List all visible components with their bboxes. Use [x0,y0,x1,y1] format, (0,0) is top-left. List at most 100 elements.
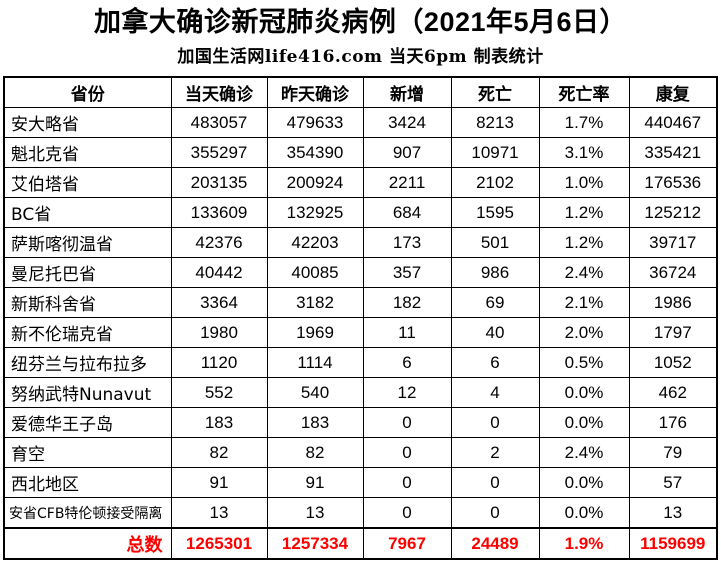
value-cell: 10971 [450,137,540,168]
province-cell: BC省 [3,197,172,228]
covid-stats-table: 省份 当天确诊 昨天确诊 新增 死亡 死亡率 康复 安大略省 483057 479633 3424… [3,76,718,560]
table-row: 安大略省 483057 479633 3424 8213 1.7% 440467 [3,107,718,138]
value-cell: 479633 [266,107,364,138]
page-title: 加拿大确诊新冠肺炎病例（2021年5月6日） [93,7,628,37]
value-cell: 986 [450,257,540,288]
total-value-cell: 1257334 [266,527,364,560]
province-cell: 新不伦瑞克省 [3,317,172,348]
table-row: 安省CFB特伦顿接受隔离 13 13 0 0 0.0% 13 [3,497,718,529]
province-cell: 安省CFB特伦顿接受隔离 [3,497,172,529]
table-row: BC省 133609 132925 684 1595 1.2% 125212 [3,197,718,228]
table-body: 安大略省 483057 479633 3424 8213 1.7% 440467 魁北克省 35… [3,107,718,529]
province-cell: 艾伯塔省 [3,167,172,198]
value-cell: 552 [170,377,268,408]
value-cell: 125212 [628,197,718,228]
table-row: 萨斯喀彻温省 42376 42203 173 501 1.2% 39717 [3,227,718,258]
value-cell: 1.2% [538,227,630,258]
value-cell: 132925 [266,197,364,228]
column-header: 省份 [3,76,172,108]
value-cell: 203135 [170,167,268,198]
value-cell: 2.4% [538,257,630,288]
value-cell: 8213 [450,107,540,138]
value-cell: 2.0% [538,317,630,348]
value-cell: 684 [362,197,452,228]
value-cell: 540 [266,377,364,408]
column-header: 死亡率 [538,76,630,108]
value-cell: 2102 [450,167,540,198]
value-cell: 13 [170,497,268,529]
value-cell: 2.1% [538,287,630,318]
value-cell: 1.7% [538,107,630,138]
province-cell: 安大略省 [3,107,172,138]
value-cell: 11 [362,317,452,348]
value-cell: 0.0% [538,467,630,498]
total-value-cell: 1159699 [628,527,718,560]
total-value-cell: 7967 [362,527,452,560]
table-header-row: 省份 当天确诊 昨天确诊 新增 死亡 死亡率 康复 [3,76,718,108]
value-cell: 176536 [628,167,718,198]
table-row: 纽芬兰与拉布拉多 1120 1114 6 6 0.5% 1052 [3,347,718,378]
value-cell: 1969 [266,317,364,348]
value-cell: 501 [450,227,540,258]
table-total-row: 总数 1265301 1257334 7967 24489 1.9% 1159699 [3,527,718,560]
value-cell: 79 [628,437,718,468]
value-cell: 6 [362,347,452,378]
table-row: 艾伯塔省 203135 200924 2211 2102 1.0% 176536 [3,167,718,198]
province-cell: 新斯科舍省 [3,287,172,318]
value-cell: 1.2% [538,197,630,228]
column-header: 死亡 [450,76,540,108]
value-cell: 57 [628,467,718,498]
value-cell: 42203 [266,227,364,258]
value-cell: 200924 [266,167,364,198]
value-cell: 2 [450,437,540,468]
value-cell: 82 [170,437,268,468]
value-cell: 355297 [170,137,268,168]
province-cell: 西北地区 [3,467,172,498]
value-cell: 176 [628,407,718,438]
total-value-cell: 1.9% [538,527,630,560]
value-cell: 42376 [170,227,268,258]
value-cell: 0 [362,437,452,468]
value-cell: 91 [266,467,364,498]
table-row: 魁北克省 355297 354390 907 10971 3.1% 335421 [3,137,718,168]
total-value-cell: 24489 [450,527,540,560]
value-cell: 0 [362,407,452,438]
page-subtitle: 加国生活网life416.com 当天6pm 制表统计 [177,47,544,67]
value-cell: 39717 [628,227,718,258]
value-cell: 6 [450,347,540,378]
province-cell: 育空 [3,437,172,468]
province-cell: 魁北克省 [3,137,172,168]
value-cell: 3424 [362,107,452,138]
column-header: 康复 [628,76,718,108]
table-row: 努纳武特Nunavut 552 540 12 4 0.0% 462 [3,377,718,408]
value-cell: 907 [362,137,452,168]
table-row: 曼尼托巴省 40442 40085 357 986 2.4% 36724 [3,257,718,288]
table-row: 育空 82 82 0 2 2.4% 79 [3,437,718,468]
value-cell: 0 [450,407,540,438]
value-cell: 0.0% [538,377,630,408]
table-row: 新斯科舍省 3364 3182 182 69 2.1% 1986 [3,287,718,318]
value-cell: 483057 [170,107,268,138]
value-cell: 354390 [266,137,364,168]
value-cell: 173 [362,227,452,258]
column-header: 当天确诊 [170,76,268,108]
value-cell: 335421 [628,137,718,168]
value-cell: 1986 [628,287,718,318]
province-cell: 努纳武特Nunavut [3,377,172,408]
value-cell: 183 [266,407,364,438]
total-value-cell: 1265301 [170,527,268,560]
value-cell: 4 [450,377,540,408]
value-cell: 2.4% [538,437,630,468]
value-cell: 13 [266,497,364,529]
value-cell: 40085 [266,257,364,288]
value-cell: 0.0% [538,497,630,529]
column-header: 新增 [362,76,452,108]
value-cell: 0.5% [538,347,630,378]
value-cell: 0 [362,497,452,529]
value-cell: 182 [362,287,452,318]
value-cell: 357 [362,257,452,288]
value-cell: 40 [450,317,540,348]
value-cell: 183 [170,407,268,438]
value-cell: 36724 [628,257,718,288]
